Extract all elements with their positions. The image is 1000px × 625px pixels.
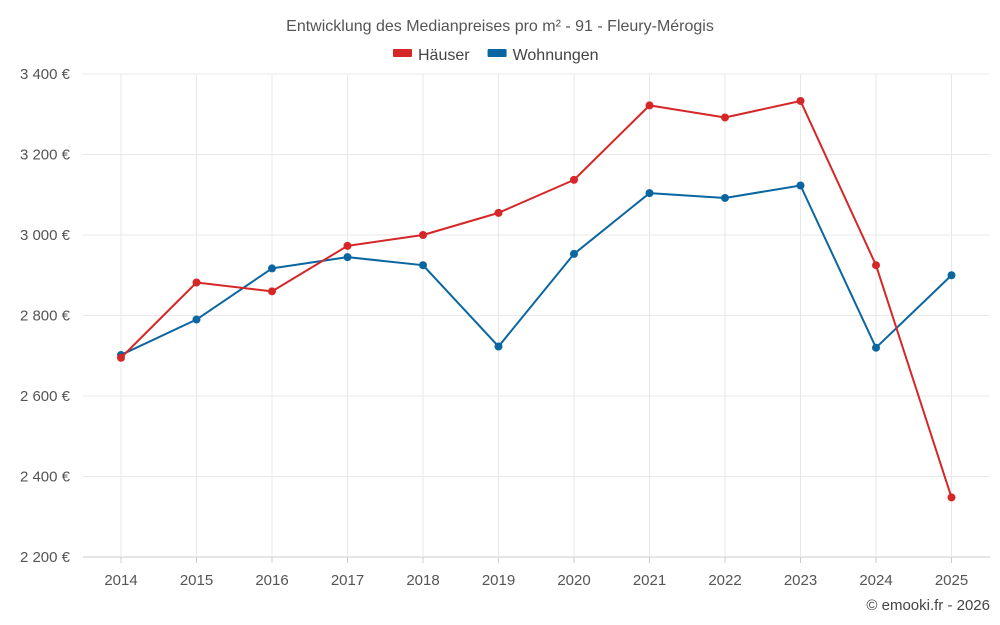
y-tick-label: 3 000 € [20, 227, 71, 244]
data-point-wohnungen[interactable] [268, 264, 276, 273]
data-point-wohnungen[interactable] [419, 261, 427, 270]
data-point-wohnungen[interactable] [872, 343, 880, 352]
x-tick-label: 2024 [859, 572, 892, 589]
x-tick-label: 2015 [180, 572, 213, 589]
data-point-wohnungen[interactable] [570, 249, 578, 258]
gridlines [83, 73, 990, 558]
legend: Häuser Wohnungen [393, 47, 599, 64]
y-tick-label: 3 400 € [20, 66, 71, 83]
x-tick-label: 2014 [104, 572, 137, 589]
y-tick-label: 2 600 € [20, 388, 71, 405]
data-point-haeuser[interactable] [192, 278, 201, 287]
x-tick-label: 2018 [406, 572, 439, 589]
data-point-wohnungen[interactable] [947, 271, 956, 280]
x-tick-label: 2023 [784, 572, 817, 589]
y-tick-label: 2 400 € [20, 469, 71, 486]
data-point-haeuser[interactable] [117, 353, 125, 362]
data-point-haeuser[interactable] [419, 231, 427, 239]
x-tick-label: 2017 [331, 572, 364, 589]
y-tick-label: 3 200 € [20, 147, 71, 164]
credit-text: © emooki.fr - 2026 [866, 597, 990, 614]
y-axis: 2 200 € 2 400 € 2 600 € 2 800 € 3 000 € 3 200… [20, 66, 71, 566]
legend-label: Häuser [418, 47, 470, 64]
data-point-haeuser[interactable] [872, 261, 880, 270]
data-point-haeuser[interactable] [645, 101, 654, 110]
data-point-haeuser[interactable] [494, 208, 503, 217]
series-line-haeuser [120, 99, 953, 498]
x-axis: 2014 2015 2016 2017 2018 2019 2020 2021 2022 2023… [104, 557, 968, 589]
data-point-haeuser[interactable] [947, 493, 956, 502]
series-haeuser [117, 96, 956, 502]
data-point-wohnungen[interactable] [494, 342, 503, 351]
legend-label: Wohnungen [513, 47, 599, 64]
data-point-haeuser[interactable] [268, 287, 276, 296]
legend-swatch [393, 49, 412, 57]
legend-swatch [487, 49, 507, 57]
x-tick-label: 2019 [482, 572, 515, 589]
series-line-wohnungen [120, 184, 953, 356]
x-tick-label: 2020 [557, 572, 590, 589]
y-tick-label: 2 200 € [20, 549, 71, 566]
data-point-wohnungen[interactable] [343, 253, 352, 262]
legend-item-wohnungen[interactable]: Wohnungen [487, 47, 599, 64]
data-point-haeuser[interactable] [343, 241, 352, 250]
data-point-haeuser[interactable] [796, 96, 805, 105]
data-point-wohnungen[interactable] [796, 181, 805, 190]
x-tick-label: 2022 [708, 572, 741, 589]
chart-title: Entwicklung des Medianpreises pro m² - 9… [286, 18, 714, 35]
series-wohnungen [117, 181, 956, 359]
x-tick-label: 2016 [255, 572, 288, 589]
legend-item-haeuser[interactable]: Häuser [393, 47, 470, 64]
data-point-wohnungen[interactable] [721, 193, 729, 202]
x-tick-label: 2021 [633, 572, 666, 589]
data-point-haeuser[interactable] [570, 175, 578, 184]
x-tick-label: 2025 [935, 572, 968, 589]
series [117, 96, 956, 502]
data-point-wohnungen[interactable] [192, 315, 201, 324]
y-tick-label: 2 800 € [20, 308, 71, 325]
data-point-haeuser[interactable] [721, 113, 729, 122]
data-point-wohnungen[interactable] [645, 189, 654, 198]
